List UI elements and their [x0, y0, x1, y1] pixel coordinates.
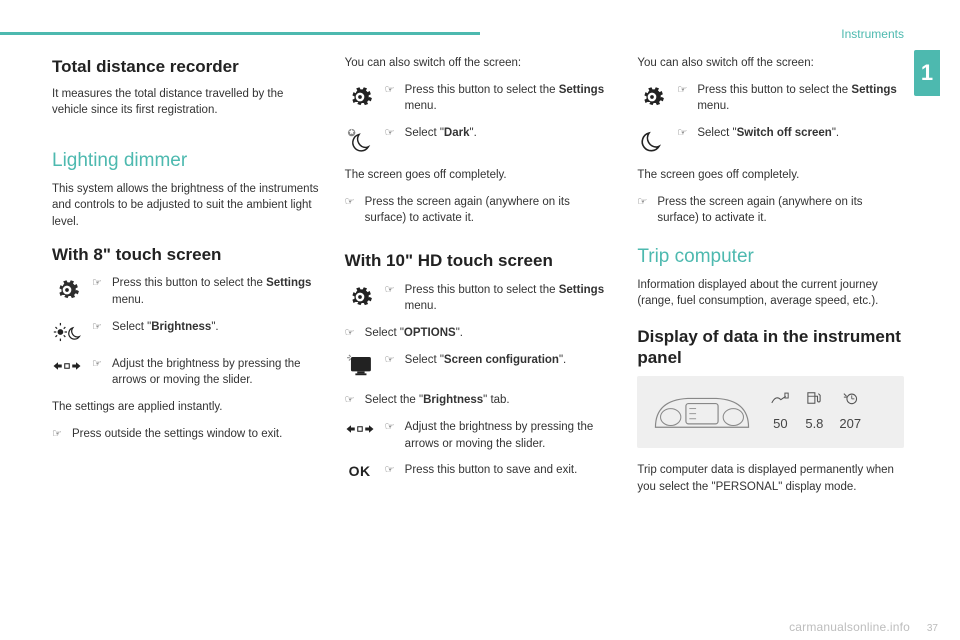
step-text: ☞ Select "Dark". [385, 125, 477, 142]
step-text: ☞ Select "Switch off screen". [677, 125, 839, 142]
step-text: ☞ Press this button to select the Settin… [385, 282, 612, 315]
arrows-slider-icon [52, 356, 82, 377]
bullet-text: ☞ Press outside the settings window to e… [52, 426, 319, 443]
instrument-panel-readout: 50 5.8 207 [637, 376, 904, 448]
dashboard-cluster-icon [647, 388, 757, 436]
bullet-text: ☞ Press the screen again (anywhere on it… [345, 194, 612, 227]
step-text: ☞ Press this button to select the Settin… [92, 275, 319, 308]
page-number: 37 [927, 623, 938, 634]
readout-consumption: 5.8 [805, 391, 823, 434]
text: You can also switch off the screen: [637, 55, 904, 72]
step-text: ☞ Select the "Brightness" tab. [345, 392, 612, 409]
heading-total-distance: Total distance recorder [52, 55, 319, 80]
step-text: ☞ Adjust the brightness by pressing the … [92, 356, 319, 389]
step-text: ☞ Press this button to select the Settin… [385, 82, 612, 115]
monitor-spark-icon [345, 352, 375, 382]
bullet-text: ☞ Press the screen again (anywhere on it… [637, 194, 904, 227]
step-text: ☞ Select "Screen configuration". [385, 352, 567, 369]
text: The screen goes off completely. [637, 167, 904, 184]
gear-dot-icon [345, 82, 375, 114]
text: It measures the total distance travelled… [52, 86, 319, 119]
column-3: You can also switch off the screen: ☞ Pr… [637, 55, 904, 610]
ok-button-icon: OK [345, 462, 375, 478]
text: The screen goes off completely. [345, 167, 612, 184]
accent-bar [0, 32, 480, 35]
watermark: carmanualsonline.info [789, 620, 910, 634]
readout-range: 50 [771, 391, 789, 434]
step-text: ☞ Press this button to select the Settin… [677, 82, 904, 115]
text: Information displayed about the current … [637, 277, 904, 310]
column-1: Total distance recorder It measures the … [52, 55, 319, 610]
chapter-tab: 1 [914, 50, 940, 96]
readout-speed: 207 [839, 391, 861, 434]
step-text: ☞ Press this button to save and exit. [385, 462, 578, 479]
step-text: ☞ Adjust the brightness by pressing the … [385, 419, 612, 452]
step-text: ☞ Select "OPTIONS". [345, 325, 612, 342]
gear-dot-icon [52, 275, 82, 307]
column-2: You can also switch off the screen: ☞ Pr… [345, 55, 612, 610]
heading-display-data: Display of data in the instrument panel [637, 326, 904, 369]
text: You can also switch off the screen: [345, 55, 612, 72]
arrows-slider-icon [345, 419, 375, 440]
dark-moon-star-icon [345, 125, 375, 157]
text: This system allows the brightness of the… [52, 181, 319, 231]
text: The settings are applied instantly. [52, 399, 319, 416]
moon-icon [637, 125, 667, 157]
section-label: Instruments [841, 27, 904, 41]
text: Trip computer data is displayed permanen… [637, 462, 904, 495]
heading-10-inch: With 10" HD touch screen [345, 249, 612, 274]
heading-trip-computer: Trip computer [637, 243, 904, 271]
step-text: ☞ Select "Brightness". [92, 319, 219, 336]
gear-dot-icon [345, 282, 375, 314]
gear-dot-icon [637, 82, 667, 114]
heading-8-inch: With 8" touch screen [52, 243, 319, 268]
heading-lighting-dimmer: Lighting dimmer [52, 147, 319, 175]
brightness-moon-icon [52, 319, 82, 346]
